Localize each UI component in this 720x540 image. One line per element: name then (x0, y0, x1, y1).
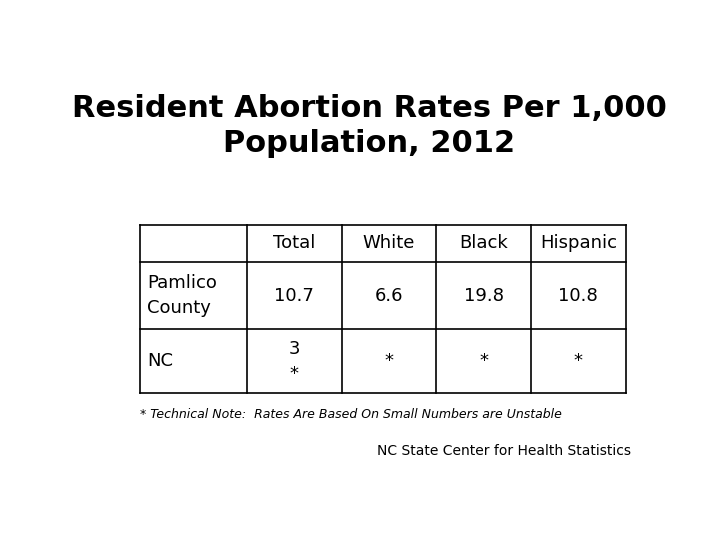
Text: NC: NC (147, 352, 173, 370)
Text: *: * (480, 352, 488, 370)
Text: 10.8: 10.8 (559, 287, 598, 305)
Text: NC State Center for Health Statistics: NC State Center for Health Statistics (377, 444, 631, 458)
Text: Population, 2012: Population, 2012 (223, 129, 515, 158)
Text: White: White (363, 234, 415, 252)
Text: Hispanic: Hispanic (540, 234, 617, 252)
Text: *: * (574, 352, 583, 370)
Text: 3
*: 3 * (289, 340, 300, 383)
Text: *: * (384, 352, 394, 370)
Text: 6.6: 6.6 (375, 287, 403, 305)
Text: * Technical Note:  Rates Are Based On Small Numbers are Unstable: * Technical Note: Rates Are Based On Sma… (140, 408, 562, 421)
Text: Total: Total (273, 234, 315, 252)
Text: Resident Abortion Rates Per 1,000: Resident Abortion Rates Per 1,000 (71, 94, 667, 123)
Text: 10.7: 10.7 (274, 287, 315, 305)
Text: 19.8: 19.8 (464, 287, 504, 305)
Text: Black: Black (459, 234, 508, 252)
Text: Pamlico
County: Pamlico County (147, 274, 217, 317)
